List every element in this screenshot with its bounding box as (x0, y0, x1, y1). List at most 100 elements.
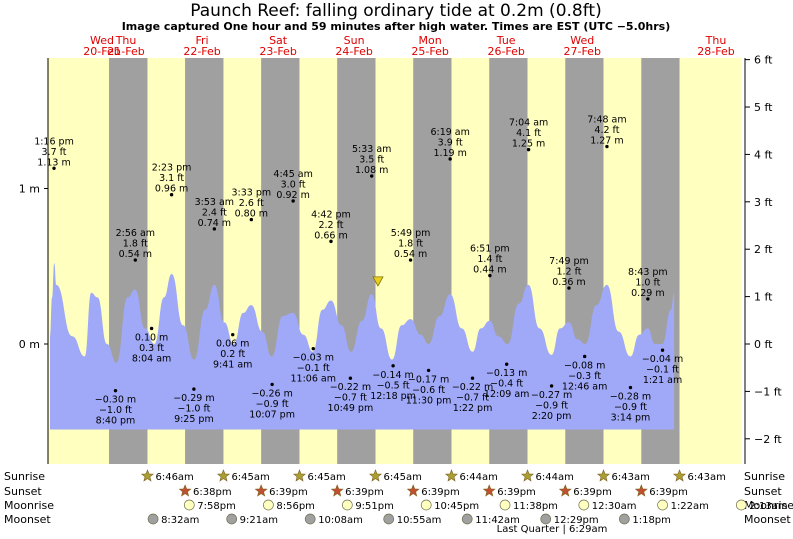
moonset-row-label-right: Moonset (744, 513, 791, 526)
moonrise-icon (735, 499, 747, 511)
tide-dot (149, 326, 154, 331)
day-date: 24-Feb (335, 45, 372, 58)
low-tide-point: −0.30 m−1.0 ft8:40 pm (95, 388, 136, 427)
current-tide-marker (372, 276, 384, 287)
tide-label: −0.6 ft (412, 385, 445, 396)
sunrise-time: 6:44am (536, 472, 574, 483)
tide-label: 0.66 m (314, 230, 347, 241)
tide-label: 1.2 ft (556, 267, 581, 278)
tide-label: 2.2 ft (318, 220, 343, 231)
tide-label: 1.08 m (355, 165, 388, 176)
tide-label: 3:14 pm (611, 413, 651, 424)
right-tick-label: 6 ft (754, 54, 773, 67)
day-date: 23-Feb (259, 45, 296, 58)
tide-label: 0.36 m (552, 277, 585, 288)
tide-label: 0.74 m (198, 218, 231, 229)
tide-dot (549, 384, 554, 388)
sunset-icon (482, 484, 496, 497)
tide-dot (113, 388, 118, 393)
moonset-icon (383, 513, 395, 525)
tide-dot (348, 376, 353, 380)
sunset-time: 6:39pm (269, 487, 308, 498)
moonset-time: 10:55am (397, 515, 442, 526)
tide-label: 1.8 ft (123, 239, 148, 250)
tide-label: 10:07 pm (249, 409, 295, 420)
tide-label: −0.29 m (173, 393, 214, 404)
moonset-icon (619, 513, 630, 525)
moonrise-time: 9:51pm (355, 501, 394, 512)
tide-label: −0.7 ft (456, 393, 489, 404)
sunrise-time: 6:43am (688, 472, 726, 483)
tide-label: −0.9 ft (535, 400, 568, 411)
tide-label: 1.19 m (433, 148, 466, 159)
right-tick-label: 2 ft (754, 243, 773, 256)
tide-label: 1.25 m (512, 139, 545, 150)
sunrise-icon (216, 469, 230, 482)
moonset-time: 8:32am (161, 515, 199, 526)
day-name: Mon (419, 34, 442, 47)
tide-label: 3.5 ft (359, 155, 384, 166)
sunrise-icon (597, 469, 610, 482)
tide-label: 5:49 pm (391, 228, 431, 239)
sunrise-time: 6:45am (307, 472, 345, 483)
high-tide-point: 3:33 pm2.6 ft0.80 m (232, 188, 271, 222)
tide-label: −0.27 m (531, 390, 572, 401)
sunset-icon (178, 484, 192, 497)
tide-label: 0.80 m (235, 209, 268, 220)
tide-label: 7:49 pm (549, 256, 589, 267)
tide-label: −0.1 ft (646, 365, 679, 376)
tide-label: −0.30 m (95, 395, 136, 406)
moonset-icon (147, 513, 159, 525)
sunset-time: 6:39pm (573, 487, 612, 498)
tide-label: 1.13 m (37, 157, 70, 168)
sunrise-icon (521, 469, 534, 482)
tide-label: 8:40 pm (96, 416, 136, 427)
tide-label: −0.4 ft (490, 379, 523, 390)
tide-label: −0.08 m (564, 360, 605, 371)
sunrise-time: 6:46am (155, 472, 193, 483)
day-name: Sat (269, 34, 288, 47)
tide-label: 1.27 m (590, 136, 623, 147)
tide-label: 3.0 ft (281, 179, 306, 190)
sunset-icon (406, 484, 420, 497)
moonrise-icon (183, 499, 195, 511)
tide-curve-area (50, 263, 675, 430)
high-tide-point: 4:42 pm2.2 ft0.66 m (311, 209, 351, 244)
chart-subtitle: Image captured One hour and 59 minutes a… (122, 20, 671, 33)
tide-dot (231, 332, 235, 337)
tide-label: 1:21 am (643, 375, 682, 386)
day-date: 20-Feb (83, 45, 120, 58)
left-tick-label: 0 m (19, 338, 40, 351)
current-level-triangle (372, 276, 384, 287)
high-tide-point: 5:49 pm1.8 ft0.54 m (391, 228, 431, 262)
moonrise-time: 12:30am (592, 501, 637, 512)
day-labels: Wed20-FebThu21-FebFri22-FebSat23-FebSun2… (83, 34, 734, 58)
tide-dot (270, 382, 274, 387)
tide-label: −0.9 ft (614, 402, 647, 413)
moonset-time: 10:08am (318, 515, 363, 526)
sunset-row-label-right: Sunset (744, 485, 782, 498)
day-date: 28-Feb (697, 45, 734, 58)
left-tick-label: 1 m (19, 183, 40, 196)
moonrise-time: 1:22am (671, 501, 709, 512)
sunrise-icon (141, 469, 154, 482)
tide-label: 0.2 ft (220, 349, 245, 360)
sunset-time: 6:38pm (193, 487, 232, 498)
low-tide-point: 0.06 m0.2 ft9:41 am (213, 332, 252, 371)
tide-label: 0.44 m (473, 265, 506, 276)
sunrise-time: 6:44am (459, 472, 497, 483)
tide-dot (582, 354, 587, 359)
day-name: Thu (705, 34, 727, 47)
sunset-time: 6:39pm (497, 487, 536, 498)
sunset-time: 6:39pm (421, 487, 460, 498)
right-tick-label: 3 ft (754, 196, 773, 209)
tide-label: −0.04 m (642, 354, 683, 365)
tide-label: 0.96 m (155, 184, 188, 195)
day-name: Thu (115, 34, 137, 47)
tide-label: −0.13 m (486, 368, 527, 379)
day-date: 25-Feb (411, 45, 448, 58)
tide-dot (470, 376, 475, 380)
sunrise-icon (445, 469, 458, 482)
